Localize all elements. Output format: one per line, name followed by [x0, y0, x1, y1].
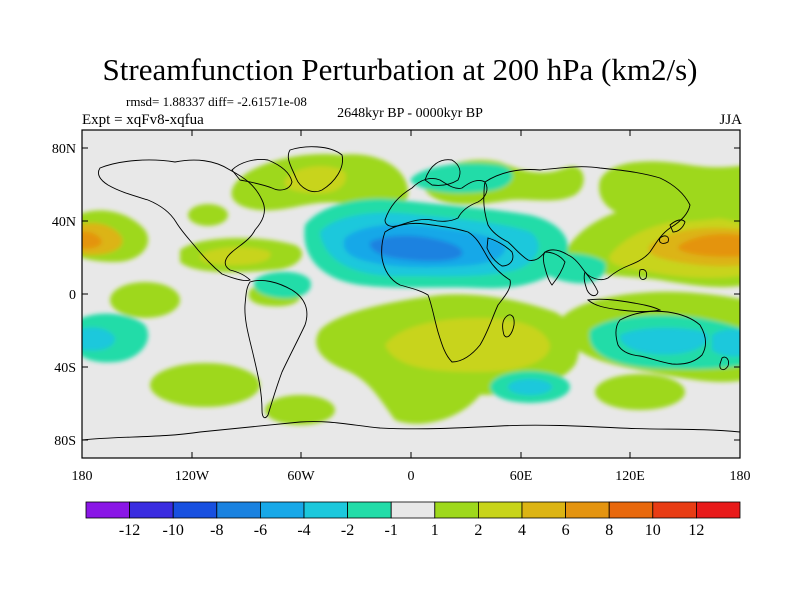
- field-small-ne: [188, 204, 228, 226]
- lon-label-120e: 120E: [615, 469, 645, 484]
- colorbar-label-11: 8: [605, 522, 613, 539]
- colorbar-box-3: [216, 501, 261, 519]
- colorbar-box-1: [129, 501, 174, 519]
- colorbar: [85, 501, 741, 519]
- field-so-high-2: [265, 395, 335, 425]
- colorbar-label-10: 6: [562, 522, 570, 539]
- field-so-low-1-core: [508, 379, 552, 395]
- lon-label-0: 0: [408, 469, 415, 484]
- colorbar-label-13: 12: [688, 522, 704, 539]
- colorbar-box-6: [347, 501, 392, 519]
- colorbar-label-12: 10: [645, 522, 661, 539]
- colorbar-box-9: [477, 501, 523, 519]
- field-aus-low-3: [712, 329, 740, 357]
- lon-label-120w: 120W: [175, 469, 210, 484]
- lon-labels: 180 120W 60W 0 60E 120E 180: [72, 469, 751, 484]
- colorbar-label-8: 2: [474, 522, 482, 539]
- colorbar-label-4: -4: [297, 522, 310, 539]
- colorbar-label-7: 1: [431, 522, 439, 539]
- season-label: JJA: [719, 112, 742, 128]
- field-atl-low-4: [369, 235, 463, 262]
- lat-labels: 80N 40N 0 40S 80S: [52, 142, 76, 449]
- lat-label-0: 0: [69, 288, 76, 303]
- field-spac-low-2: [82, 327, 115, 351]
- field-neasia-high: [599, 161, 740, 223]
- colorbar-box-13: [652, 501, 697, 519]
- field-sa-high-2: [385, 318, 550, 372]
- field-aus-low-2: [620, 327, 709, 355]
- colorbar-box-8: [434, 501, 479, 519]
- colorbar-box-5: [303, 501, 348, 519]
- colorbar-box-12: [608, 501, 654, 519]
- colorbar-label-5: -2: [341, 522, 354, 539]
- coastlines: [82, 146, 740, 441]
- colorbar-box-11: [565, 501, 610, 519]
- colorbar-box-2: [172, 501, 218, 519]
- colorbar-box-10: [521, 501, 566, 519]
- field-spac-low: [82, 313, 149, 363]
- colorbar-box-4: [259, 501, 305, 519]
- lon-label-60w: 60W: [287, 469, 315, 484]
- lon-label-180w: 180: [72, 469, 93, 484]
- lon-ticks: [81, 130, 741, 458]
- colorbar-label-1: -10: [163, 522, 184, 539]
- field-wpac-high-4: [678, 234, 740, 257]
- lat-ticks-left: [82, 147, 88, 441]
- lat-label-80s: 80S: [54, 434, 76, 449]
- period-label: 2648kyr BP - 0000kyr BP: [337, 106, 483, 121]
- field-so-high-3: [595, 374, 685, 410]
- field-so-high-4: [110, 282, 180, 318]
- lon-label-60e: 60E: [510, 469, 533, 484]
- plot-title: Streamfunction Perturbation at 200 hPa (…: [102, 52, 698, 87]
- colorbar-box-14: [696, 501, 741, 519]
- stats-label: rmsd= 1.88337 diff= -2.61571e-08: [126, 94, 307, 109]
- colorbar-box-0: [85, 501, 130, 519]
- colorbar-label-2: -8: [210, 522, 223, 539]
- colorbar-label-6: -1: [385, 522, 398, 539]
- colorbar-label-3: -6: [254, 522, 267, 539]
- lat-label-40s: 40S: [54, 361, 76, 376]
- field-na-high-core: [284, 166, 346, 194]
- field-epac-high-3: [82, 231, 102, 249]
- lat-label-80n: 80N: [52, 142, 76, 157]
- field-caribbean-high-2: [199, 247, 271, 266]
- colorbar-label-9: 4: [518, 522, 526, 539]
- lon-label-180e: 180: [730, 469, 751, 484]
- experiment-label: Expt = xqFv8-xqfua: [82, 112, 204, 128]
- colorbar-box-7: [390, 501, 436, 519]
- lat-ticks-right: [734, 147, 740, 441]
- colorbar-label-0: -12: [119, 522, 140, 539]
- field-so-high-1: [150, 363, 260, 407]
- colorbar-labels: -12 -10 -8 -6 -4 -2 -1 1 2 4 6 8 10 12: [119, 522, 704, 539]
- contour-fields: [82, 146, 740, 441]
- lat-label-40n: 40N: [52, 215, 76, 230]
